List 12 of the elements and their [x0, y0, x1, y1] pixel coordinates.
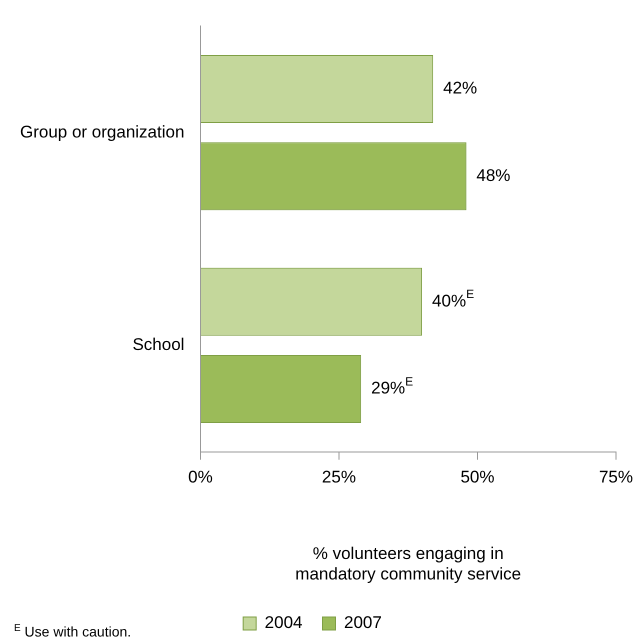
- data-label: 42%: [443, 78, 478, 98]
- legend-label: 2004: [264, 613, 303, 632]
- x-tick-label: 50%: [460, 468, 494, 487]
- x-tick-label: 25%: [322, 468, 356, 487]
- text: $^{E}$ Use with caution.: [14, 623, 132, 640]
- x-axis-title: % volunteers engaging in mandatory community service: [295, 544, 522, 584]
- x-tick-label: 75%: [598, 468, 634, 487]
- data-label: 48%: [476, 166, 510, 185]
- x-tick-label: 0%: [188, 468, 213, 487]
- y-tick-label: School: [132, 335, 184, 354]
- y-tick-label: Group or organization: [20, 122, 184, 142]
- legend-label: 2007: [344, 613, 382, 632]
